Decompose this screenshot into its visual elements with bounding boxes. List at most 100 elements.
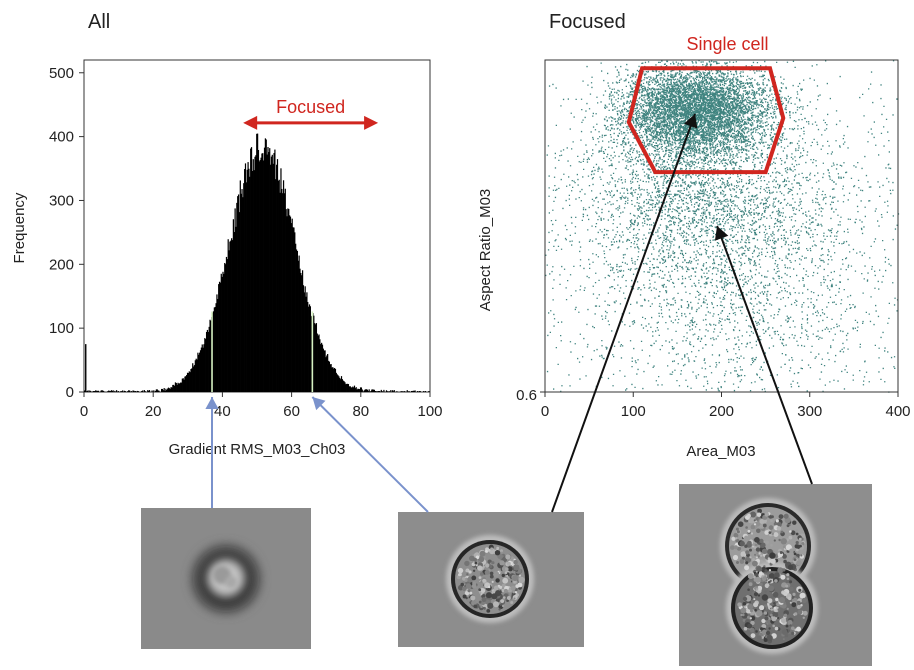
histogram-bar — [141, 390, 144, 392]
cell-texture-speck — [785, 624, 789, 628]
histogram-bar — [171, 387, 173, 392]
cell-texture-speck — [771, 532, 774, 536]
cell-texture-speck — [760, 627, 764, 631]
histogram-bar — [367, 391, 369, 392]
cell-texture-speck — [747, 588, 750, 591]
histogram-bar — [101, 390, 103, 392]
focused-arrow-head-left — [243, 115, 258, 130]
histogram-bar — [205, 339, 207, 392]
histogram-bar — [338, 376, 340, 392]
histogram-bar — [206, 329, 209, 392]
cell-texture-speck — [506, 596, 511, 600]
cell-texture-speck — [786, 577, 790, 581]
cell-texture-speck — [777, 616, 780, 620]
cell-texture-speck — [491, 593, 498, 600]
histogram-bar — [315, 323, 318, 392]
histogram-bar — [359, 387, 362, 392]
histogram-bar — [385, 390, 388, 392]
histogram-bar — [327, 354, 329, 392]
histogram-bar — [193, 365, 196, 392]
cell-texture-speck — [757, 594, 761, 597]
histogram-bar — [148, 390, 150, 392]
histogram-bar — [370, 391, 372, 392]
cell-texture-speck — [775, 621, 780, 627]
histogram-bar — [220, 273, 222, 392]
histogram-bar — [132, 390, 134, 392]
cell-texture-speck — [478, 556, 485, 563]
cell-texture-speck — [736, 561, 739, 564]
histogram-bar — [368, 389, 370, 392]
histogram-bar — [276, 159, 279, 392]
cell-texture-speck — [507, 566, 513, 572]
histogram-bar — [96, 390, 99, 392]
cell-texture-speck — [506, 599, 509, 602]
cell-texture-speck — [786, 573, 790, 577]
histogram-bar — [164, 390, 166, 392]
cell-texture-speck — [499, 585, 503, 590]
cell-texture-speck — [741, 556, 746, 560]
cell-texture-speck — [786, 524, 790, 528]
cell-texture-speck — [759, 538, 764, 544]
cell-texture-speck — [800, 554, 803, 557]
cell-texture-speck — [735, 537, 738, 540]
histogram-bar — [272, 163, 274, 392]
histogram-bar — [372, 389, 375, 392]
x-tick-label: 80 — [352, 403, 369, 420]
histogram-bar — [90, 391, 92, 392]
cell-texture-speck — [761, 548, 768, 554]
cell-texture-speck — [754, 608, 757, 612]
histogram-bar — [313, 315, 315, 392]
cell-texture-speck — [776, 526, 782, 531]
cell-texture-speck — [749, 556, 752, 559]
histogram-bar — [270, 156, 273, 392]
cell-texture-speck — [765, 540, 769, 545]
histogram-bar — [400, 391, 402, 392]
cell-texture-speck — [761, 576, 767, 581]
cell-texture-speck — [467, 598, 471, 602]
histogram-bar — [100, 390, 102, 392]
cell-texture-speck — [744, 544, 748, 548]
histogram-y-axis-label: Frequency — [11, 192, 28, 263]
histogram-bar — [203, 344, 205, 392]
histogram-bar — [221, 276, 223, 392]
cell-texture-speck — [757, 585, 763, 591]
histogram-bar — [207, 332, 209, 392]
histogram-bar — [168, 388, 170, 392]
cell-texture-speck — [764, 530, 769, 535]
cell-texture-speck — [757, 635, 762, 641]
cell-texture-speck — [760, 554, 763, 557]
histogram-bar — [241, 189, 243, 392]
histogram-bar — [302, 285, 305, 392]
cell-texture-speck — [778, 538, 781, 542]
cell-texture-speck — [506, 561, 511, 566]
cell-texture-speck — [514, 591, 518, 594]
cell-texture-speck — [780, 574, 786, 580]
cell-texture-speck — [481, 597, 487, 603]
histogram-bar — [160, 388, 163, 392]
cell-texture-speck — [754, 537, 760, 543]
cell-texture-speck — [499, 570, 502, 573]
cell-texture-speck — [759, 571, 763, 575]
pointer-line — [311, 396, 429, 513]
histogram-bar — [197, 352, 199, 392]
cell-texture-speck — [482, 578, 487, 583]
cell-texture-speck — [761, 636, 764, 639]
cell-texture-speck — [740, 607, 747, 614]
cell-texture-speck — [796, 560, 802, 566]
cell-texture-speck — [513, 564, 520, 571]
cell-texture-speck — [772, 624, 775, 628]
histogram-bar — [186, 372, 189, 392]
cell-texture-speck — [478, 576, 482, 579]
scatter-chart: Focused Single cell 0 100 200 300 400 0.6 Ar… — [477, 11, 911, 460]
histogram-bar — [301, 270, 304, 392]
cell-texture-speck — [761, 618, 766, 624]
cell-texture-speck — [753, 545, 757, 550]
histogram-bar — [417, 391, 419, 392]
cell-texture — [730, 508, 808, 644]
cell-texture-speck — [753, 575, 756, 579]
histogram-bar — [108, 390, 110, 392]
histogram-bar — [167, 387, 170, 392]
histogram-bar — [190, 368, 192, 392]
cell-texture-speck — [788, 535, 793, 540]
histogram-bar — [110, 390, 113, 392]
